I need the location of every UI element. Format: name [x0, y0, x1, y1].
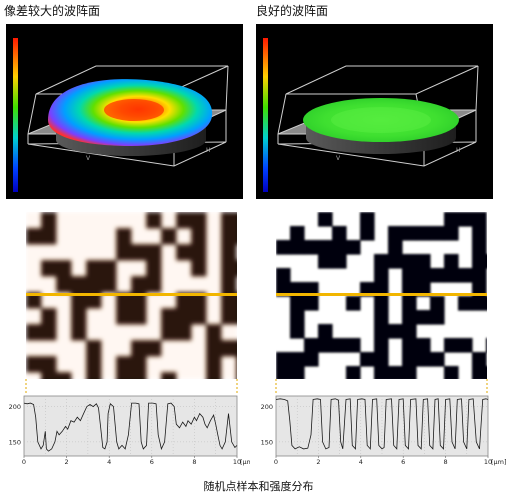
- x-tick-label-4: 4: [107, 458, 111, 466]
- y-tick-label-150: 150: [261, 438, 273, 446]
- right-title: 良好的波阵面: [256, 4, 329, 18]
- x-tick-label-0: 0: [22, 458, 26, 466]
- x-unit-label: [µm]: [240, 458, 250, 466]
- figure-caption: 随机点样本和强度分布: [203, 480, 314, 493]
- x-unit-label: [µm]: [491, 458, 507, 466]
- left-scan-line: [26, 293, 237, 296]
- intensity-series-line: [275, 398, 489, 450]
- y-tick-label-200: 200: [261, 403, 273, 411]
- x-tick-label-10: 10: [484, 458, 492, 466]
- right-h-axis-label: H: [456, 147, 461, 154]
- x-tick-label-4: 4: [359, 458, 363, 466]
- left-v-axis-label: V: [86, 155, 91, 162]
- right-v-axis-label: V: [336, 155, 341, 162]
- x-tick-label-6: 6: [401, 458, 405, 466]
- x-tick-label-8: 8: [192, 458, 196, 466]
- right-color-scale-bar: [263, 38, 268, 192]
- y-tick-label-150: 150: [9, 438, 21, 446]
- left-title: 像差较大的波阵面: [4, 4, 101, 18]
- intensity-series-line: [23, 402, 238, 452]
- x-tick-label-8: 8: [444, 458, 448, 466]
- right-wavefront-panel: V H: [256, 24, 493, 199]
- y-tick-label-200: 200: [9, 403, 21, 411]
- left-wavefront-panel: V H: [6, 24, 243, 199]
- x-tick-label-6: 6: [150, 458, 154, 466]
- left-intensity-chart: 150 200 0 2 4 6 8 10[µm]: [0, 390, 250, 470]
- x-tick-label-0: 0: [274, 458, 278, 466]
- x-tick-label-2: 2: [65, 458, 69, 466]
- left-wavefront-render: V H: [13, 38, 229, 192]
- left-color-scale-bar: [13, 38, 18, 192]
- left-h-axis-label: H: [206, 147, 211, 154]
- right-scan-line: [276, 293, 487, 296]
- right-intensity-chart: 150 200 0 2 4 6 8 10 [µm]: [252, 390, 514, 470]
- x-tick-label-2: 2: [316, 458, 320, 466]
- x-tick-label-10: 10: [233, 458, 241, 466]
- right-wavefront-render: V H: [263, 38, 479, 192]
